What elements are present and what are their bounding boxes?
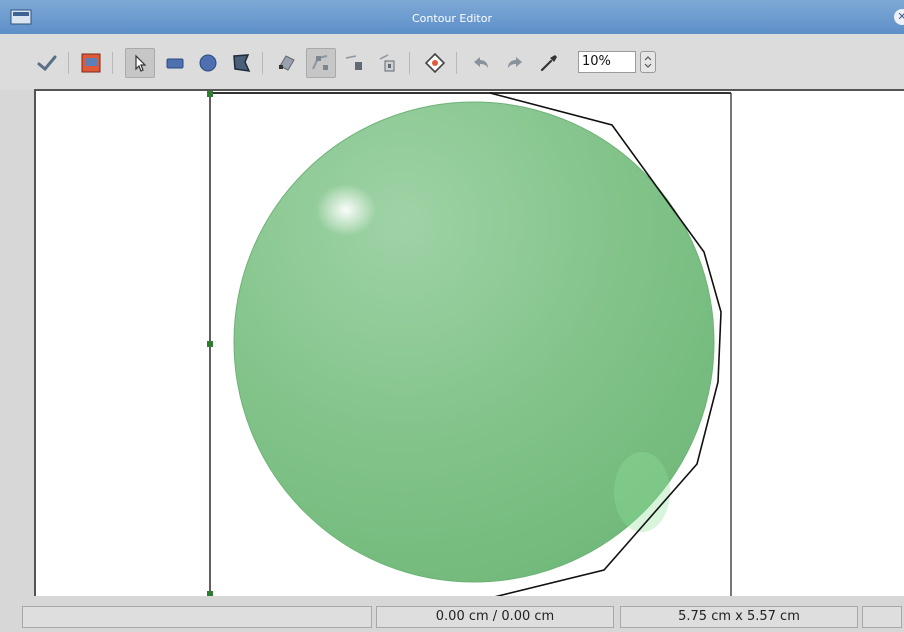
redo-button[interactable]	[500, 48, 530, 78]
select-icon	[135, 54, 147, 72]
auto-contour-button[interactable]	[420, 48, 450, 78]
polygon-button[interactable]	[226, 48, 256, 78]
contour-canvas[interactable]	[34, 89, 904, 596]
auto-contour-icon	[424, 52, 446, 74]
ellipse-button[interactable]	[193, 48, 223, 78]
redo-icon	[508, 57, 522, 68]
ellipse-icon	[199, 54, 217, 72]
toolbar-separator	[112, 52, 113, 74]
status-message	[22, 606, 372, 628]
toolbar-separator	[68, 52, 69, 74]
toolbar-separator	[262, 52, 263, 74]
apply-icon	[37, 55, 57, 72]
undo-icon	[474, 57, 488, 68]
selection-handle[interactable]	[207, 341, 213, 347]
edit-points-icon	[279, 55, 295, 71]
move-points-button[interactable]	[306, 48, 336, 78]
toolbar-separator	[409, 52, 410, 74]
zoom-field[interactable]: 10%	[578, 51, 636, 73]
close-button[interactable]: ✕	[894, 9, 904, 25]
rectangle-icon	[166, 58, 184, 69]
rectangle-button[interactable]	[160, 48, 190, 78]
status-extra	[862, 606, 902, 628]
pipette-icon	[540, 55, 557, 72]
spin-arrows-icon	[644, 56, 652, 68]
apply-button[interactable]	[32, 48, 62, 78]
title-bar: Contour Editor ✕	[0, 0, 904, 34]
edit-points-button[interactable]	[272, 48, 302, 78]
select-button[interactable]	[125, 48, 155, 78]
toolbar: 10%	[0, 34, 904, 90]
status-position: 0.00 cm / 0.00 cm	[376, 606, 614, 628]
move-points-icon	[312, 55, 328, 70]
toolbar-separator	[456, 52, 457, 74]
workspace-button[interactable]	[76, 48, 106, 78]
selection-handle[interactable]	[207, 91, 213, 97]
green-sphere-image	[233, 101, 715, 583]
status-bar: 0.00 cm / 0.00 cm 5.75 cm x 5.57 cm	[0, 596, 904, 632]
status-size: 5.75 cm x 5.57 cm	[620, 606, 858, 628]
canvas-drawing	[207, 91, 732, 596]
insert-points-icon	[345, 55, 362, 70]
polygon-icon	[233, 54, 251, 72]
workspace-icon	[81, 53, 101, 73]
app-icon	[10, 9, 32, 25]
delete-points-button[interactable]	[372, 48, 402, 78]
undo-button[interactable]	[466, 48, 496, 78]
window-title: Contour Editor	[412, 12, 492, 25]
insert-points-button[interactable]	[340, 48, 370, 78]
zoom-stepper[interactable]	[640, 51, 656, 73]
selection-handle[interactable]	[207, 591, 213, 596]
delete-points-icon	[379, 54, 395, 72]
pipette-button[interactable]	[534, 48, 564, 78]
contour-path[interactable]	[489, 92, 722, 596]
